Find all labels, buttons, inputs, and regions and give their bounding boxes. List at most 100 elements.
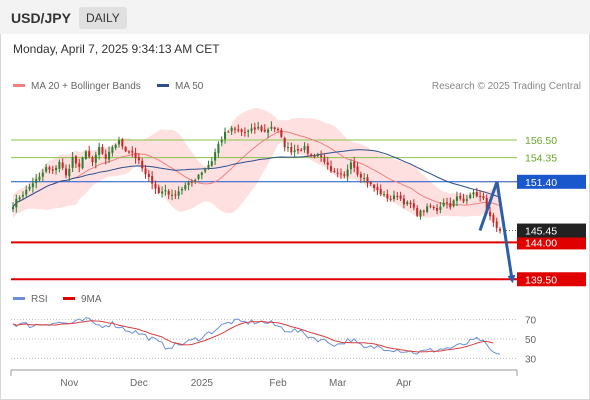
candle-body — [270, 126, 273, 129]
candle-body — [465, 199, 468, 201]
candle-body — [412, 203, 415, 208]
candle — [84, 150, 87, 160]
candle-body — [91, 157, 94, 163]
bollinger-band — [13, 108, 500, 228]
candle — [343, 171, 346, 179]
legend-9ma: 9MA — [63, 294, 102, 305]
candle-body — [369, 182, 372, 185]
candle — [114, 143, 117, 151]
candle — [233, 126, 236, 134]
candle-body — [290, 146, 293, 153]
candle-body — [35, 179, 38, 184]
candle — [383, 191, 386, 197]
x-axis: Nov Dec 2025 Feb Mar Apr — [10, 369, 518, 389]
candle-body — [21, 194, 24, 197]
candle — [290, 142, 293, 156]
candle — [363, 173, 366, 183]
candle-body — [485, 197, 488, 211]
candle — [220, 136, 223, 147]
support-label-box-144.00 — [517, 235, 586, 250]
candle-body — [409, 202, 412, 205]
candle-body — [15, 198, 18, 208]
rsi-line — [12, 317, 501, 355]
candle-body — [157, 187, 160, 194]
candle — [200, 171, 203, 180]
candle-body — [373, 184, 376, 188]
candle-body — [180, 189, 183, 191]
candle — [94, 151, 97, 169]
candle — [167, 189, 170, 200]
candle-body — [445, 202, 449, 204]
candle-body — [326, 162, 329, 165]
ma50-line — [12, 149, 501, 208]
candle-body — [71, 157, 74, 168]
candle — [137, 153, 140, 164]
candle-body — [88, 151, 91, 157]
candle — [429, 203, 432, 209]
candle-body — [406, 201, 409, 205]
candle — [422, 209, 425, 216]
candle — [154, 180, 157, 194]
forecast-arrow-path — [478, 181, 516, 284]
candle-body — [250, 128, 253, 131]
candle — [283, 136, 286, 152]
candle — [25, 185, 28, 198]
candle — [270, 121, 273, 131]
candle-body — [121, 139, 124, 147]
candle-body — [111, 147, 114, 153]
candle-body — [366, 177, 369, 183]
candle — [359, 171, 362, 183]
candle-body — [399, 195, 402, 199]
candle — [475, 187, 478, 198]
candle-body — [429, 205, 432, 207]
ma20-swatch — [13, 83, 25, 87]
candle — [469, 192, 472, 200]
candle-body — [498, 228, 502, 231]
candle — [224, 127, 227, 144]
candle — [260, 124, 263, 133]
candle-body — [177, 191, 180, 196]
candle-body — [432, 207, 435, 209]
candle — [402, 194, 405, 209]
candle — [300, 148, 303, 152]
candle-body — [51, 169, 54, 171]
candle — [11, 202, 15, 213]
candle — [247, 129, 250, 138]
rsi-tick-70: 70 — [525, 316, 537, 327]
candle — [320, 150, 323, 162]
candle-body — [263, 129, 266, 132]
candle-body — [170, 194, 174, 196]
candle — [111, 145, 114, 157]
candle-body — [114, 144, 117, 148]
candle-body — [306, 146, 309, 154]
candle — [396, 192, 399, 201]
candle — [389, 195, 392, 202]
candle — [263, 124, 266, 133]
period-badge[interactable]: DAILY — [79, 7, 127, 29]
candle-body — [320, 155, 323, 157]
candle-body — [283, 137, 286, 148]
candle — [48, 165, 51, 174]
candle-body — [141, 160, 144, 169]
candle-body — [273, 127, 276, 130]
candle — [41, 169, 44, 182]
candle — [55, 165, 58, 175]
candle-body — [346, 169, 349, 177]
candle — [45, 163, 48, 174]
candle-body — [343, 174, 346, 176]
candle — [68, 164, 71, 182]
candle-body — [383, 194, 386, 196]
candle-body — [469, 194, 472, 199]
candle — [409, 200, 412, 209]
timestamp: Monday, April 7, 2025 9:34:13 AM CET — [13, 42, 220, 56]
candle — [459, 192, 462, 201]
candle — [495, 217, 498, 232]
x-tick-label-Feb: Feb — [269, 378, 287, 389]
candle — [164, 184, 167, 196]
candle-body — [184, 185, 187, 190]
candle — [492, 212, 495, 227]
candle — [157, 184, 160, 195]
candle-body — [359, 174, 362, 178]
candle — [489, 206, 492, 221]
